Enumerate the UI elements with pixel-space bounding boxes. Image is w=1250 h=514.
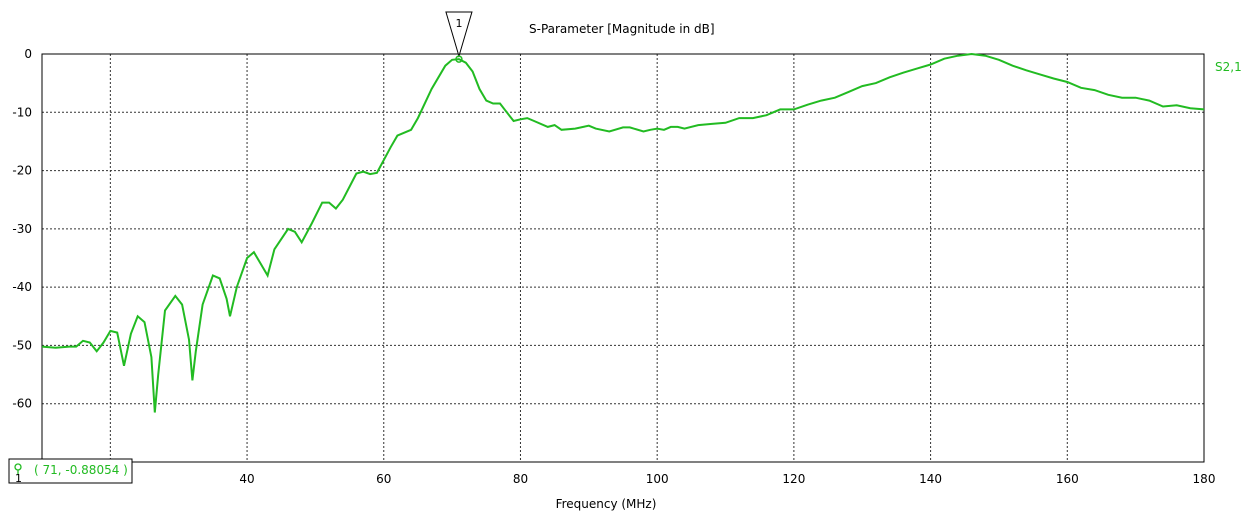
y-tick-label: -10	[12, 105, 32, 119]
x-tick-label: 140	[919, 472, 942, 486]
x-tick-labels: 20406080100120140160180	[103, 472, 1216, 486]
readout-value: ( 71, -0.88054 )	[34, 463, 128, 477]
x-tick-label: 40	[239, 472, 254, 486]
vertical-gridlines	[109, 54, 1068, 462]
marker-1[interactable]: 1	[445, 11, 473, 63]
y-tick-labels: 0 -10 -20 -30 -40 -50 -60	[12, 47, 32, 411]
marker-point	[455, 55, 463, 63]
series-line-s21	[41, 52, 1205, 413]
x-tick-label: 180	[1193, 472, 1216, 486]
series-label-s21: S2,1	[1215, 60, 1242, 74]
marker-readout-box: 1 ( 71, -0.88054 )	[8, 458, 133, 485]
x-tick-label: 60	[376, 472, 391, 486]
x-tick-label: 160	[1056, 472, 1079, 486]
y-tick-label: -20	[12, 164, 32, 178]
x-axis-label: Frequency (MHz)	[556, 497, 657, 511]
x-tick-label: 100	[646, 472, 669, 486]
y-tick-label: -60	[12, 397, 32, 411]
chart-title: S-Parameter [Magnitude in dB]	[529, 22, 715, 36]
y-tick-label: -40	[12, 280, 32, 294]
y-tick-label: -50	[12, 338, 32, 352]
x-tick-label: 80	[513, 472, 528, 486]
x-tick-label: 120	[782, 472, 805, 486]
readout-index: 1	[15, 472, 22, 485]
y-tick-label: 0	[24, 47, 32, 61]
plot-frame	[41, 53, 1205, 463]
readout-frame	[8, 458, 133, 484]
marker-triangle-icon[interactable]	[445, 11, 473, 58]
y-tick-label: -30	[12, 222, 32, 236]
marker-number: 1	[455, 17, 462, 30]
horizontal-gridlines	[42, 111, 1204, 405]
